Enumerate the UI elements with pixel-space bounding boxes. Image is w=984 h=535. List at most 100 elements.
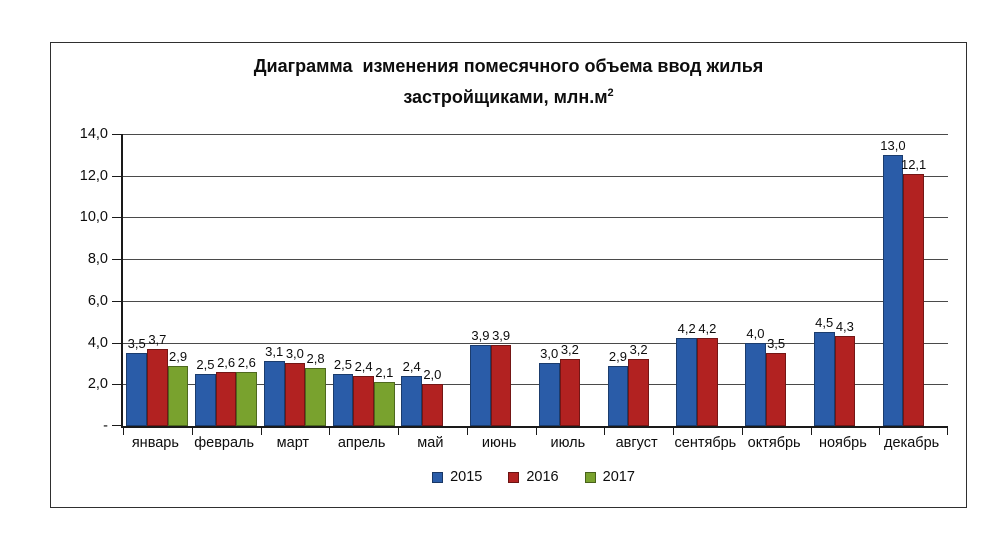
bar-2016-m8 bbox=[628, 359, 649, 426]
x-tick-10 bbox=[811, 428, 812, 435]
bar-label-2017-m1: 2,9 bbox=[168, 348, 188, 364]
gridline-6 bbox=[123, 300, 948, 302]
bar-2016-m3 bbox=[284, 363, 306, 426]
x-tick-1 bbox=[192, 428, 193, 435]
legend-item-2015: 2015 bbox=[432, 469, 482, 485]
bar-label-2016-m4: 2,4 bbox=[354, 358, 373, 374]
bar-2015-m1 bbox=[126, 353, 148, 426]
bar-label-2017-m2: 2,6 bbox=[237, 354, 256, 370]
bar-2016-m6 bbox=[490, 344, 512, 426]
bar-2015-m5 bbox=[401, 375, 423, 426]
bar-2016-m7 bbox=[559, 359, 581, 426]
bar-label-2015-m7: 3,0 bbox=[540, 346, 559, 362]
gridline-10 bbox=[123, 217, 948, 219]
bar-2015-m9 bbox=[676, 338, 698, 426]
x-label-m12: декабрь bbox=[884, 435, 940, 451]
gridline-2 bbox=[123, 384, 948, 386]
bar-2016-m4 bbox=[353, 375, 374, 426]
bar-2015-m10 bbox=[745, 342, 766, 426]
gridline-4 bbox=[123, 342, 948, 344]
x-label-m9: сентябрь bbox=[674, 435, 737, 451]
chart-title-superscript: 2 bbox=[607, 87, 614, 99]
y-label-14: 14,0 bbox=[79, 126, 108, 142]
bar-label-2016-m10: 3,5 bbox=[767, 336, 786, 351]
legend: 2015 2016 2017 bbox=[121, 468, 946, 486]
y-tick-4 bbox=[112, 342, 121, 344]
bar-2015-m12 bbox=[882, 154, 904, 426]
legend-label-2016: 2016 bbox=[526, 469, 559, 485]
bar-label-2015-m6: 3,9 bbox=[471, 327, 490, 343]
legend-label-2015: 2015 bbox=[450, 469, 483, 485]
bar-2017-m3 bbox=[305, 367, 326, 426]
bar-label-2015-m3: 3,1 bbox=[265, 344, 284, 360]
bar-label-2016-m11: 4,3 bbox=[835, 319, 854, 335]
x-label-m11: ноябрь bbox=[818, 435, 867, 451]
x-label-m2: февраль bbox=[194, 435, 255, 451]
bar-label-2015-m5: 2,4 bbox=[402, 358, 421, 374]
x-label-m8: август bbox=[615, 435, 658, 451]
bar-label-2017-m4: 2,1 bbox=[375, 365, 394, 381]
bar-label-2016-m7: 3,2 bbox=[560, 342, 579, 358]
bar-2016-m10 bbox=[765, 353, 787, 426]
gridline-14 bbox=[123, 134, 948, 135]
bar-2016-m12 bbox=[903, 173, 924, 426]
bar-label-2016-m5: 2,0 bbox=[423, 367, 442, 383]
chart-title-line2: застройщиками, млн.м2 bbox=[51, 80, 966, 111]
chart-title: Диаграмма изменения помесячного объема в… bbox=[51, 53, 966, 111]
bar-2016-m9 bbox=[697, 338, 718, 426]
y-label-12: 12,0 bbox=[79, 167, 108, 184]
bar-label-2016-m9: 4,2 bbox=[698, 321, 717, 337]
x-label-m1: январь bbox=[131, 435, 179, 451]
bar-label-2015-m9: 4,2 bbox=[677, 321, 696, 337]
plot-area: 3,5 2,5 3,1 2,5 2,4 3,9 3,0 2,9 4,2 4,0 4,5 13,0 3,7… bbox=[112, 134, 948, 435]
bar-label-2015-m2: 2,5 bbox=[196, 356, 215, 372]
x-tick-5 bbox=[467, 428, 468, 435]
x-label-m7: июль bbox=[550, 435, 586, 451]
bar-2016-m11 bbox=[834, 336, 856, 426]
bar-label-2016-m1: 3,7 bbox=[148, 331, 167, 347]
y-tick-10 bbox=[112, 217, 121, 219]
bar-label-2017-m3: 2,8 bbox=[306, 350, 325, 366]
bar-label-2016-m12: 12,1 bbox=[900, 156, 927, 172]
x-tick-6 bbox=[536, 428, 537, 435]
y-label-10: 10,0 bbox=[79, 209, 108, 226]
x-tick-8 bbox=[673, 428, 674, 435]
bar-label-2015-m4: 2,5 bbox=[333, 356, 352, 372]
x-tick-12 bbox=[947, 428, 948, 435]
y-tick-6 bbox=[112, 300, 121, 302]
bar-2017-m2 bbox=[236, 371, 258, 426]
x-label-m6: июнь bbox=[481, 435, 517, 451]
bar-2016-m5 bbox=[422, 384, 443, 426]
legend-item-2017: 2017 bbox=[584, 469, 635, 485]
x-label-m5: май bbox=[417, 435, 444, 451]
x-label-m3: март bbox=[276, 435, 310, 451]
bar-2015-m6 bbox=[470, 344, 491, 426]
x-label-m10: октябрь bbox=[747, 435, 801, 451]
bar-label-2016-m6: 3,9 bbox=[492, 327, 511, 343]
y-tick-14 bbox=[112, 134, 121, 135]
x-tick-3 bbox=[329, 428, 330, 435]
chart-title-line1: Диаграмма изменения помесячного объема в… bbox=[253, 56, 764, 76]
legend-label-2017: 2017 bbox=[602, 469, 635, 485]
bar-label-2015-m1: 3,5 bbox=[127, 336, 146, 351]
legend-item-2016: 2016 bbox=[508, 469, 559, 485]
gridline-8 bbox=[123, 259, 948, 261]
legend-swatch-2015 bbox=[432, 471, 444, 483]
y-tick-12 bbox=[112, 175, 121, 177]
bar-2016-m2 bbox=[215, 371, 237, 426]
legend-swatch-2017 bbox=[584, 471, 596, 483]
bar-label-2015-m8: 2,9 bbox=[608, 348, 627, 364]
bar-2015-m3 bbox=[263, 361, 285, 426]
bar-2015-m2 bbox=[195, 373, 216, 426]
bar-label-2016-m8: 3,2 bbox=[629, 342, 648, 358]
y-tick-0 bbox=[112, 425, 121, 426]
x-label-m4: апрель bbox=[337, 435, 386, 451]
bar-label-2016-m3: 3,0 bbox=[285, 346, 304, 362]
y-label-4: 4,0 bbox=[87, 334, 108, 351]
chart-container: Диаграмма изменения помесячного объема в… bbox=[50, 42, 967, 508]
y-tick-8 bbox=[112, 259, 121, 261]
y-tick-2 bbox=[112, 384, 121, 386]
x-tick-2 bbox=[261, 428, 262, 435]
bar-2015-m7 bbox=[538, 363, 560, 426]
